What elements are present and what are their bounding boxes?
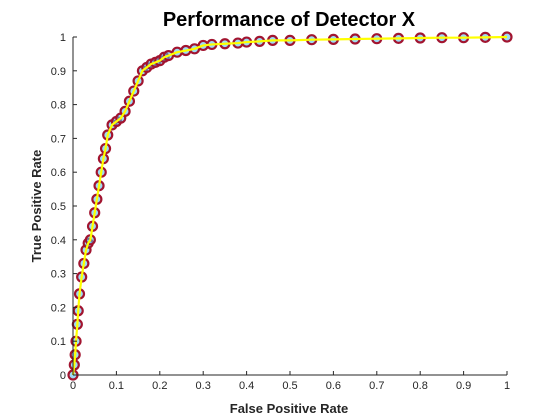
x-tick-label: 0.6: [326, 380, 341, 392]
x-tick-label: 0.8: [413, 380, 428, 392]
y-tick-label: 0.8: [51, 100, 66, 112]
x-tick-label: 0.5: [282, 380, 297, 392]
x-tick-label: 0.1: [109, 380, 124, 392]
y-tick-label: 0.3: [51, 269, 66, 281]
chart-title: Performance of Detector X: [163, 9, 416, 31]
x-tick-label: 0.3: [196, 380, 211, 392]
y-tick-label: 0: [60, 370, 66, 382]
x-tick-label: 0.7: [369, 380, 384, 392]
series-layer: [67, 31, 513, 381]
y-tick-label: 0.4: [51, 235, 66, 247]
x-tick-label: 0.9: [456, 380, 471, 392]
ticks-layer: 0 0.1 0.2 0.3 0.4 0.5 0.6 0.7 0.8 0.9 1 0 0.1 0.2 0.3 0…: [51, 32, 510, 392]
y-tick-label: 0.1: [51, 336, 66, 348]
x-tick-label: 0.4: [239, 380, 254, 392]
x-tick-label: 0.2: [152, 380, 167, 392]
x-axis-label: False Positive Rate: [230, 401, 349, 416]
x-tick-label: 0: [70, 380, 76, 392]
series-group: [67, 31, 513, 381]
y-tick-label: 1: [60, 32, 66, 44]
y-tick-label: 0.6: [51, 167, 66, 179]
y-tick-label: 0.5: [51, 201, 66, 213]
series-line: [71, 35, 508, 376]
y-tick-label: 0.2: [51, 302, 66, 314]
y-tick-label: 0.9: [51, 66, 66, 78]
plot-area: 0 0.1 0.2 0.3 0.4 0.5 0.6 0.7 0.8 0.9 1 0 0.1 0.2 0.3 0…: [51, 31, 513, 392]
y-axis-label: True Positive Rate: [29, 150, 44, 263]
x-tick-label: 1: [504, 380, 510, 392]
y-tick-label: 0.7: [51, 133, 66, 145]
